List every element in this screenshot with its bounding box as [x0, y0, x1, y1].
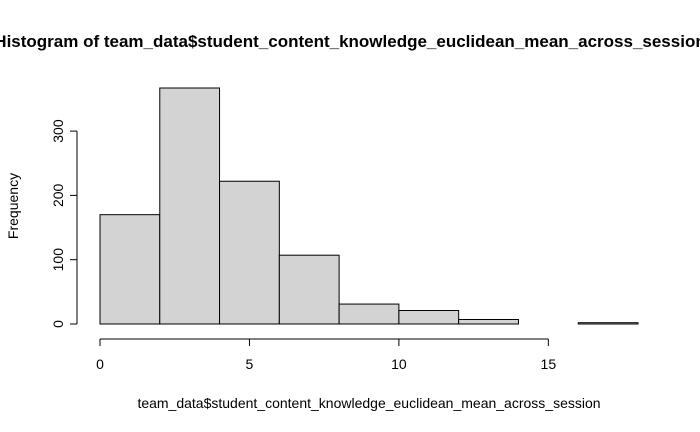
y-tick-label-300: 300 — [50, 119, 66, 143]
histogram-bar-6 — [458, 318, 519, 325]
bars — [99, 87, 639, 325]
y-tick-label-0: 0 — [50, 320, 66, 328]
histogram-bar-5 — [398, 309, 460, 325]
y-axis: 0 100 200 300 — [50, 119, 78, 328]
x-tick-label-10: 10 — [391, 356, 407, 372]
x-tick-label-15: 15 — [541, 356, 557, 372]
histogram-bar-4 — [338, 303, 400, 325]
x-axis: 0 5 10 15 — [96, 338, 557, 372]
histogram-bar-2 — [219, 180, 280, 325]
y-axis-label: Frequency — [5, 173, 21, 239]
x-axis-label: team_data$student_content_knowledge_eucl… — [137, 395, 600, 411]
histogram-bar-1 — [159, 87, 221, 325]
histogram-bar-3 — [278, 254, 340, 325]
x-tick-label-5: 5 — [246, 356, 254, 372]
histogram-bar-0 — [99, 214, 161, 325]
chart-title: Histogram of team_data$student_content_k… — [0, 32, 700, 51]
x-tick-label-0: 0 — [96, 356, 104, 372]
histogram-bar-8 — [577, 322, 639, 325]
y-tick-label-100: 100 — [50, 248, 66, 272]
y-tick-label-200: 200 — [50, 183, 66, 207]
